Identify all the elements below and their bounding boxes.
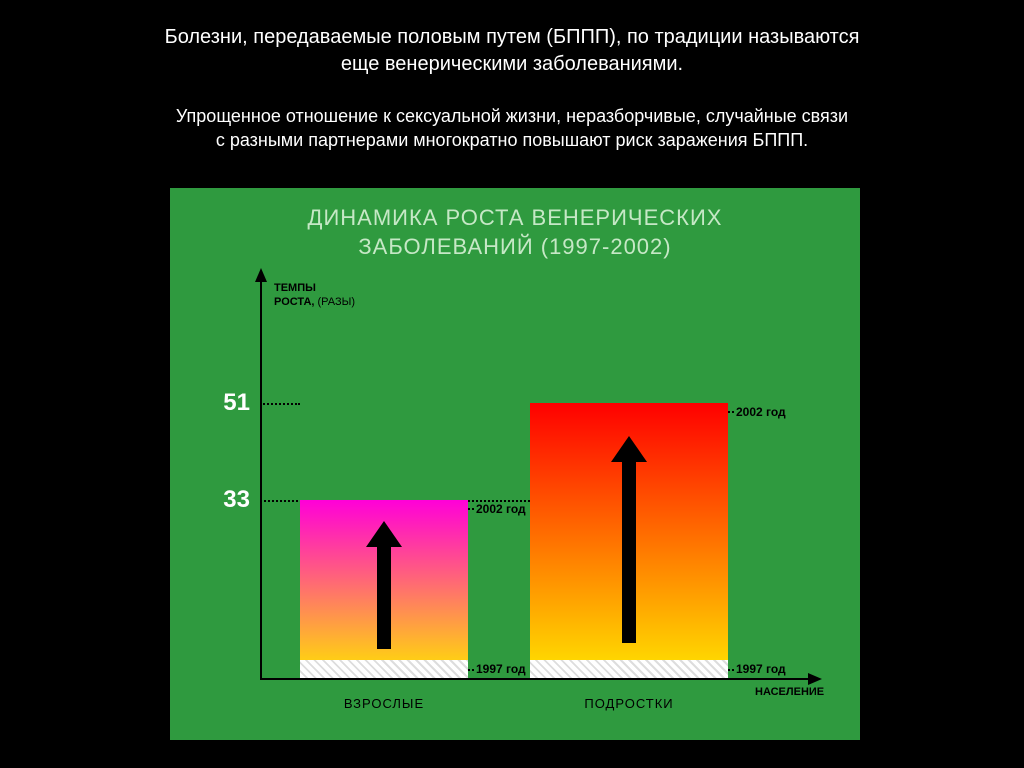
y-axis-arrow-icon — [255, 268, 267, 282]
category-label: ПОДРОСТКИ — [530, 696, 728, 711]
x-axis-arrow-icon — [808, 673, 822, 685]
year-start-label: 1997 год — [476, 662, 526, 676]
category-label: ВЗРОСЛЫЕ — [300, 696, 468, 711]
connector-line — [728, 669, 734, 671]
x-axis — [260, 678, 810, 680]
chart-title-line-2: ЗАБОЛЕВАНИЙ (1997-2002) — [358, 234, 671, 259]
y-axis — [260, 280, 262, 678]
subheading: Упрощенное отношение к сексуальной жизни… — [0, 78, 1024, 153]
heading-line-1: Болезни, передаваемые половым путем (БПП… — [165, 26, 860, 48]
y-axis-label: ТЕМПЫ РОСТА, (РАЗЫ) — [274, 282, 355, 310]
y-axis-label-line2: РОСТА, — [274, 296, 314, 308]
bar-base-strip — [530, 660, 728, 678]
chart-title-line-1: ДИНАМИКА РОСТА ВЕНЕРИЧЕСКИХ — [308, 205, 723, 230]
heading: Болезни, передаваемые половым путем (БПП… — [0, 0, 1024, 78]
y-axis-label-suffix: (РАЗЫ) — [318, 296, 356, 308]
y-tick-label: 33 — [200, 486, 250, 514]
chart-panel: ДИНАМИКА РОСТА ВЕНЕРИЧЕСКИХ ЗАБОЛЕВАНИЙ … — [170, 188, 860, 740]
y-tick-label: 51 — [200, 389, 250, 417]
connector-line — [728, 411, 734, 413]
year-end-label: 2002 год — [736, 405, 786, 419]
x-axis-label: НАСЕЛЕНИЕ — [755, 686, 824, 700]
year-end-label: 2002 год — [476, 502, 526, 516]
chart-title: ДИНАМИКА РОСТА ВЕНЕРИЧЕСКИХ ЗАБОЛЕВАНИЙ … — [170, 204, 860, 261]
heading-line-2: еще венерическими заболеваниями. — [341, 53, 683, 75]
bar-base-strip — [300, 660, 468, 678]
connector-line — [468, 669, 474, 671]
y-axis-label-line1: ТЕМПЫ — [274, 282, 316, 294]
gridline — [260, 403, 300, 405]
subheading-line-2: с разными партнерами многократно повышаю… — [216, 130, 808, 150]
year-start-label: 1997 год — [736, 662, 786, 676]
connector-line — [468, 508, 474, 510]
subheading-line-1: Упрощенное отношение к сексуальной жизни… — [176, 106, 848, 126]
slide: Болезни, передаваемые половым путем (БПП… — [0, 0, 1024, 768]
